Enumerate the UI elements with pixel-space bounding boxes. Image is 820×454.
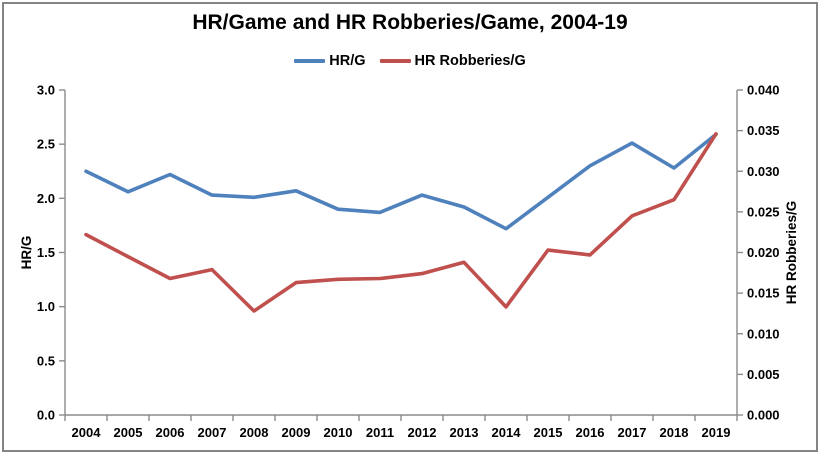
y-left-tick-label: 0.0 xyxy=(37,408,55,423)
legend-label-hr-g: HR/G xyxy=(329,53,366,69)
y-left-tick-label: 1.0 xyxy=(37,299,55,314)
x-tick-label: 2014 xyxy=(492,425,522,440)
x-tick-label: 2007 xyxy=(198,425,227,440)
y-left-tick-label: 0.5 xyxy=(37,353,55,368)
x-tick-label: 2017 xyxy=(618,425,647,440)
series-line-hr-robberies-g xyxy=(84,132,718,313)
y-left-axis-title: HR/G xyxy=(19,236,34,270)
legend-item-hr-robberies-g: HR Robberies/G xyxy=(379,53,526,69)
y-right-tick-label: 0.005 xyxy=(747,367,780,382)
legend-item-hr-g: HR/G xyxy=(294,53,366,69)
y-left-tick-label: 1.5 xyxy=(37,245,55,260)
y-left-tick-label: 3.0 xyxy=(37,83,55,98)
x-tick-label: 2005 xyxy=(114,425,143,440)
legend-swatch-hr-robberies-g xyxy=(379,59,411,63)
y-right-tick-label: 0.025 xyxy=(747,204,780,219)
y-right-tick-label: 0.010 xyxy=(747,326,780,341)
x-tick-label: 2012 xyxy=(408,425,437,440)
y-right-tick-label: 0.000 xyxy=(747,408,780,423)
legend-label-hr-robberies-g: HR Robberies/G xyxy=(414,53,526,69)
x-tick-label: 2010 xyxy=(324,425,353,440)
x-tick-label: 2013 xyxy=(450,425,479,440)
legend: HR/G HR Robberies/G xyxy=(0,53,820,69)
chart-title: HR/Game and HR Robberies/Game, 2004-19 xyxy=(192,11,628,34)
y-right-axis-title: HR Robberies/G xyxy=(784,201,799,305)
y-left-tick-label: 2.5 xyxy=(37,137,55,152)
x-tick-label: 2009 xyxy=(282,425,311,440)
series-line-hr-g xyxy=(84,132,718,231)
x-tick-label: 2006 xyxy=(156,425,185,440)
x-tick-label: 2016 xyxy=(576,425,605,440)
x-tick-label: 2004 xyxy=(72,425,102,440)
x-tick-label: 2019 xyxy=(702,425,731,440)
x-tick-label: 2015 xyxy=(534,425,563,440)
x-tick-label: 2011 xyxy=(366,425,394,440)
y-right-tick-label: 0.035 xyxy=(747,123,780,138)
x-tick-label: 2008 xyxy=(240,425,269,440)
y-right-tick-label: 0.030 xyxy=(747,164,780,179)
y-right-tick-label: 0.015 xyxy=(747,286,780,301)
x-tick-label: 2018 xyxy=(660,425,689,440)
y-right-tick-label: 0.020 xyxy=(747,245,780,260)
y-left-tick-label: 2.0 xyxy=(37,191,55,206)
y-right-tick-label: 0.040 xyxy=(747,83,780,98)
legend-swatch-hr-g xyxy=(294,59,326,63)
